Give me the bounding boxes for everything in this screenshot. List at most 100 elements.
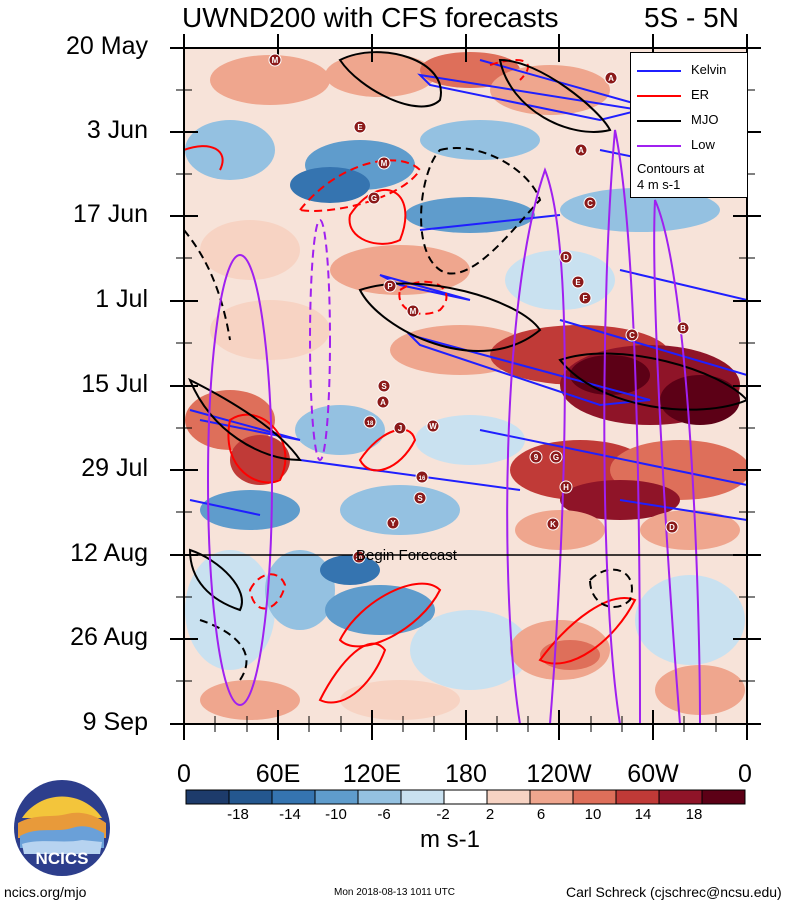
storm-marker-label: F <box>583 294 588 303</box>
y-tick-label: 20 May <box>66 32 148 60</box>
colorbar-cell <box>443 789 488 805</box>
storm-marker: W <box>426 419 440 433</box>
storm-marker-label: G <box>553 453 559 462</box>
colorbar-cell <box>572 789 617 805</box>
storm-marker: M <box>377 156 391 170</box>
legend-swatch-er <box>637 95 681 97</box>
y-tick-label: 12 Aug <box>70 539 148 567</box>
storm-marker-label: G <box>371 194 377 203</box>
colorbar-tick: 10 <box>584 806 602 823</box>
storm-marker: 18 <box>363 415 377 429</box>
colorbar-cell <box>400 789 445 805</box>
colorbar-tick: -6 <box>377 806 391 823</box>
storm-marker-label: E <box>357 123 363 132</box>
colorbar-tick: -14 <box>279 806 301 823</box>
storm-marker-label: P <box>387 282 393 291</box>
x-ticks <box>183 34 748 740</box>
storm-marker-label: Y <box>390 519 396 528</box>
footer-url[interactable]: ncics.org/mjo <box>4 884 87 900</box>
storm-marker-label: K <box>550 520 556 529</box>
legend-label: MJO <box>691 112 719 127</box>
storm-marker-label: W <box>429 422 437 431</box>
storm-marker: G <box>367 191 381 205</box>
colorbar-cell <box>357 789 402 805</box>
colorbar-cell <box>185 789 230 805</box>
storm-marker-label: 16 <box>419 476 426 482</box>
colorbar-tick: -2 <box>436 806 450 823</box>
x-tick-label: 180 <box>445 760 487 788</box>
storm-marker: J <box>393 421 407 435</box>
storm-marker-label: S <box>417 494 423 503</box>
legend: Kelvin ER MJO Low Contours at 4 m s-1 <box>630 52 748 198</box>
legend-label: ER <box>691 87 710 102</box>
colorbar-cell <box>228 789 273 805</box>
storm-marker: S <box>377 379 391 393</box>
storm-marker-label: A <box>608 74 614 83</box>
storm-marker: A <box>376 395 390 409</box>
storm-marker-label: A <box>578 146 584 155</box>
storm-marker-label: M <box>410 307 417 316</box>
storm-marker: H <box>559 480 573 494</box>
legend-swatch-kelvin <box>637 70 681 72</box>
footer-timestamp: Mon 2018-08-13 1011 UTC <box>334 887 455 898</box>
colorbar <box>185 789 746 805</box>
storm-marker: E <box>353 120 367 134</box>
storm-marker: M <box>406 304 420 318</box>
x-tick-label: 120E <box>342 760 402 788</box>
storm-marker: F <box>578 291 592 305</box>
storm-marker-label: J <box>398 424 402 433</box>
y-tick-label: 3 Jun <box>86 116 148 144</box>
colorbar-cell <box>486 789 531 805</box>
storm-marker: E <box>571 275 585 289</box>
storm-marker-label: B <box>680 324 686 333</box>
chart-title: UWND200 with CFS forecasts <box>182 2 559 33</box>
y-tick-label: 29 Jul <box>81 454 148 482</box>
y-tick-label: 1 Jul <box>95 285 148 313</box>
storm-marker: P <box>383 279 397 293</box>
legend-swatch-low <box>637 145 681 147</box>
y-tick-label: 15 Jul <box>81 370 148 398</box>
x-tick-label: 0 <box>738 760 752 788</box>
legend-swatch-mjo <box>637 120 681 122</box>
contour-note-line2: 4 m s-1 <box>637 177 681 192</box>
storm-marker: A <box>604 71 618 85</box>
storm-marker-label: A <box>380 398 386 407</box>
storm-marker: S <box>413 491 427 505</box>
contour-note: Contours at 4 m s-1 <box>637 161 745 193</box>
ncics-logo-graphic: NCICS <box>14 780 110 876</box>
y-tick-label: 17 Jun <box>72 200 148 228</box>
storm-marker-label: M <box>272 56 279 65</box>
storm-marker: Y <box>386 516 400 530</box>
storm-marker-label: C <box>587 199 593 208</box>
colorbar-tick: 2 <box>485 806 495 823</box>
storm-marker-label: H <box>563 483 569 492</box>
x-tick-label: 0 <box>177 760 191 788</box>
colorbar-unit: m s-1 <box>420 826 480 853</box>
storm-marker-label: S <box>381 382 387 391</box>
contour-note-line1: Contours at <box>637 161 705 176</box>
footer-author: Carl Schreck (cjschrec@ncsu.edu) <box>566 884 782 900</box>
colorbar-cell <box>701 789 746 805</box>
colorbar-cell <box>529 789 574 805</box>
colorbar-cell <box>314 789 359 805</box>
storm-marker: C <box>583 196 597 210</box>
colorbar-cell <box>658 789 703 805</box>
storm-marker-label: 9 <box>534 453 539 462</box>
storm-marker: G <box>549 450 563 464</box>
x-minor-ticks <box>214 716 717 732</box>
legend-label: Kelvin <box>691 62 727 77</box>
storm-marker-label: M <box>381 159 388 168</box>
storm-marker-label: D <box>669 523 675 532</box>
legend-label: Low <box>691 137 715 152</box>
storm-marker: A <box>574 143 588 157</box>
y-tick-label: 26 Aug <box>70 623 148 651</box>
x-tick-label: 60E <box>255 760 301 788</box>
storm-marker: M <box>268 53 282 67</box>
x-tick-label: 120W <box>526 760 592 788</box>
logo-text: NCICS <box>36 849 89 868</box>
storm-marker-label: C <box>629 331 635 340</box>
colorbar-tick: -10 <box>325 806 347 823</box>
colorbar-tick: 14 <box>634 806 652 823</box>
storm-marker: K <box>546 517 560 531</box>
